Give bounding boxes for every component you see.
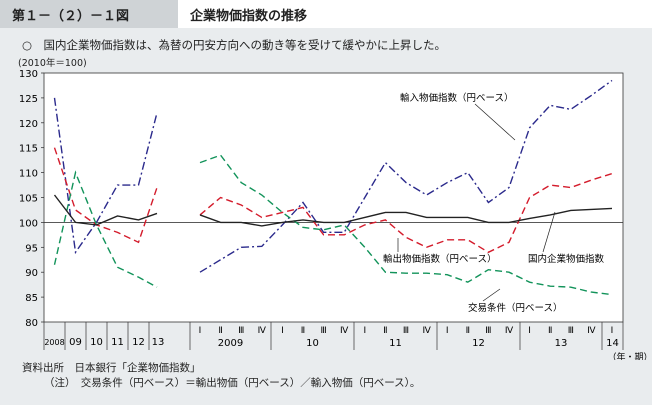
plot-frame xyxy=(43,72,624,323)
quarter-label: Ⅰ xyxy=(363,326,366,336)
year-label: 14 xyxy=(606,338,619,349)
quarter-label: Ⅰ xyxy=(281,326,284,336)
series-line-quarterly-3 xyxy=(199,207,613,227)
year-label: 12 xyxy=(472,338,485,349)
year-label: 2009 xyxy=(218,338,243,349)
quarter-label: Ⅰ xyxy=(199,326,202,336)
y-tick-label: 85 xyxy=(25,293,38,304)
series-line-annual-1 xyxy=(53,147,158,244)
quarter-label: Ⅱ xyxy=(301,326,305,336)
quarter-label: Ⅰ xyxy=(528,326,531,336)
quarter-label: Ⅱ xyxy=(383,326,387,336)
quarter-label: Ⅳ xyxy=(505,326,514,336)
y-tick-label: 110 xyxy=(19,169,38,180)
unit-label: (2010年＝100) xyxy=(18,58,87,69)
quarter-label: Ⅲ xyxy=(568,326,574,336)
y-tick-label: 80 xyxy=(25,318,38,329)
x-tick-label: 11 xyxy=(111,337,124,348)
series-label: 交易条件（円ベース） xyxy=(468,302,563,314)
y-tick-label: 95 xyxy=(25,243,38,254)
x-tick-label: 09 xyxy=(69,337,82,348)
header-bar: 第１－（２）－１図 企業物価指数の推移 xyxy=(0,0,652,28)
y-tick-label: 100 xyxy=(19,218,38,229)
series-line-annual-3 xyxy=(53,194,158,226)
series-line-annual-0 xyxy=(53,97,158,255)
quarter-label: Ⅰ xyxy=(446,326,449,336)
quarter-label: Ⅳ xyxy=(258,326,267,336)
label-leader xyxy=(482,288,501,302)
y-tick-label: 125 xyxy=(19,94,38,105)
quarter-label: Ⅲ xyxy=(485,326,491,336)
y-tick-label: 120 xyxy=(19,119,38,130)
footnote: （注） 交易条件（円ベース）＝輸出物価（円ベース）／輸入物価（円ベース）。 xyxy=(44,377,421,389)
quarter-label: Ⅳ xyxy=(340,326,349,336)
plot-area xyxy=(44,73,623,322)
y-tick-label: 105 xyxy=(19,194,38,205)
y-tick-label: 90 xyxy=(25,268,38,279)
series-line-quarterly-1 xyxy=(199,172,613,254)
year-label: 11 xyxy=(389,338,402,349)
y-tick-label: 115 xyxy=(19,144,38,155)
source-note: 資料出所 日本銀行「企業物価指数」 xyxy=(22,362,201,374)
series-label: 国内企業物価指数 xyxy=(528,253,605,265)
quarter-label: Ⅲ xyxy=(238,326,244,336)
quarter-label: Ⅳ xyxy=(422,326,431,336)
y-tick-label: 130 xyxy=(19,69,38,80)
x-tick-label: 13 xyxy=(152,337,165,348)
subtitle: ○ 国内企業物価指数は、為替の円安方向への動き等を受けて緩やかに上昇した。 xyxy=(22,38,447,52)
series-line-quarterly-2 xyxy=(199,154,613,296)
series-line-quarterly-0 xyxy=(199,79,613,273)
label-leader xyxy=(474,103,516,141)
quarter-label: Ⅱ xyxy=(466,326,470,336)
figure-number: 第１－（２）－１図 xyxy=(12,9,130,24)
quarter-label: Ⅱ xyxy=(548,326,552,336)
quarter-label: Ⅳ xyxy=(587,326,596,336)
x-tick-label: 10 xyxy=(90,337,103,348)
year-label: 10 xyxy=(306,338,319,349)
series-line-annual-2 xyxy=(53,170,158,288)
series-label: 輸入物価指数（円ベース） xyxy=(400,92,514,104)
x-tick-label: 2008 xyxy=(44,338,64,347)
label-leader xyxy=(542,211,556,253)
x-tick-label: 12 xyxy=(132,337,145,348)
x-unit-label: （年・期） xyxy=(607,351,652,360)
page-title: 企業物価指数の推移 xyxy=(178,0,652,28)
year-label: 13 xyxy=(555,338,568,349)
series-label: 輸出物価指数（円ベース） xyxy=(383,253,497,265)
quarter-label: Ⅰ xyxy=(611,326,614,336)
quarter-label: Ⅲ xyxy=(320,326,326,336)
quarter-label: Ⅱ xyxy=(218,326,222,336)
chart: 80 85 90 95 100 105 110 115 120 125 130 2008 09 10 11 1… xyxy=(19,69,652,360)
quarter-label: Ⅲ xyxy=(403,326,409,336)
